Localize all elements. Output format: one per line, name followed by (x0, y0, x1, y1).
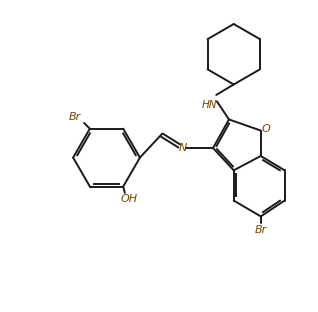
Text: Br: Br (255, 225, 267, 235)
Text: HN: HN (202, 100, 218, 110)
Text: O: O (262, 124, 271, 134)
Text: Br: Br (68, 112, 81, 122)
Text: OH: OH (121, 193, 137, 204)
Text: N: N (179, 143, 187, 153)
